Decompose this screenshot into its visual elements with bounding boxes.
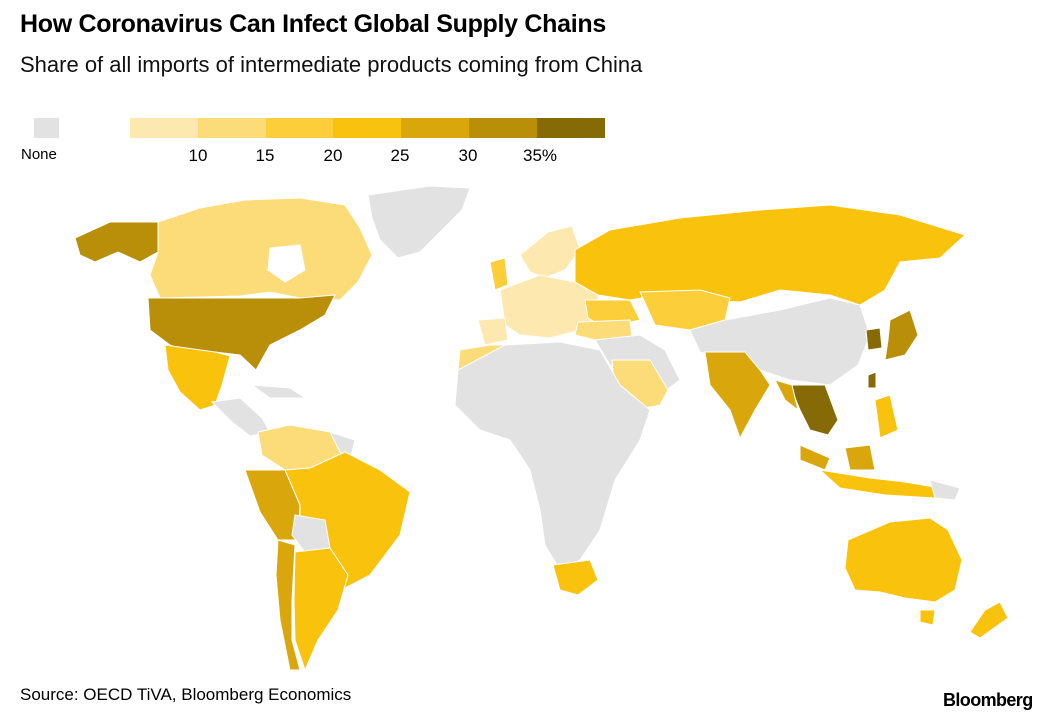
legend-tick-35: 35% [522,146,558,165]
region-iberia [477,317,509,346]
region-alaska [74,221,161,263]
legend-bin-5 [468,118,537,138]
region-japan [884,309,919,361]
region-malaysia [799,444,831,471]
legend-bin-1 [197,118,266,138]
region-chile [275,539,301,671]
region-mexico [164,344,231,411]
region-tasmania [919,609,936,626]
region-nordics [519,225,581,279]
region-hudson-bay [267,244,306,283]
region-uk [489,257,509,291]
legend-tick-25: 25 [390,146,410,165]
region-australia [844,517,963,603]
region-russia [574,204,966,306]
region-caribbean [250,384,307,399]
source-note: Source: OECD TiVA, Bloomberg Economics [20,685,352,704]
region-korea [865,327,883,351]
region-bolivia [291,514,331,553]
world-choropleth-map [74,185,1009,672]
legend-bin-3 [333,118,402,138]
legend-none-label: None [21,146,57,163]
chart-subtitle: Share of all imports of intermediate pro… [20,52,643,77]
legend-tick-30: 30 [458,146,478,165]
region-myanmar [774,379,799,412]
region-taiwan [867,371,877,389]
region-africa [454,341,651,571]
bloomberg-logo: Bloomberg [943,690,1033,710]
legend-tick-15: 15 [255,146,275,165]
region-indonesia [818,469,941,499]
region-papua [929,479,961,501]
chart-title: How Coronavirus Can Infect Global Supply… [20,10,606,38]
legend-none-swatch [34,118,59,138]
legend-color-scale [130,118,605,138]
region-greenland [367,185,471,259]
region-southeast-asia [789,384,839,436]
region-south-africa [552,559,599,596]
legend-bin-4 [401,118,469,138]
region-canada [149,197,373,301]
region-india [704,351,771,440]
region-argentina [293,547,349,672]
legend-bin-6 [536,118,605,138]
region-borneo [844,444,876,471]
region-new-zealand [969,601,1009,639]
legend-tick-20: 20 [323,146,343,165]
region-philippines [874,394,899,439]
legend-bin-2 [265,118,334,138]
region-central-america [210,397,271,437]
legend-tick-10: 10 [188,146,208,165]
legend-bin-0 [130,118,198,138]
